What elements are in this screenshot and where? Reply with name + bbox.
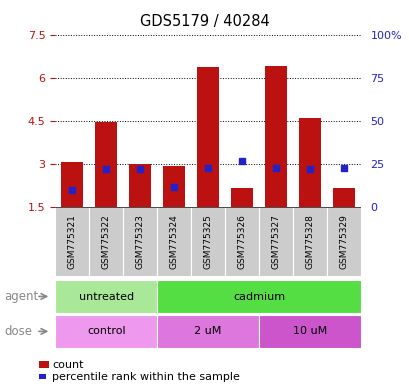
Text: GSM775322: GSM775322 bbox=[101, 215, 110, 269]
Text: GDS5179 / 40284: GDS5179 / 40284 bbox=[140, 13, 269, 29]
Text: agent: agent bbox=[4, 290, 38, 303]
Text: GSM775329: GSM775329 bbox=[339, 215, 348, 269]
Bar bbox=[157, 280, 360, 313]
Bar bbox=[123, 207, 157, 276]
Bar bbox=[326, 207, 360, 276]
Bar bbox=[225, 207, 258, 276]
Text: GSM775328: GSM775328 bbox=[305, 215, 314, 269]
Bar bbox=[258, 207, 292, 276]
Bar bbox=[157, 207, 191, 276]
Bar bbox=[95, 121, 117, 207]
Text: 10 uM: 10 uM bbox=[292, 326, 326, 336]
Bar bbox=[258, 315, 360, 348]
Text: GSM775323: GSM775323 bbox=[135, 215, 144, 269]
Text: untreated: untreated bbox=[79, 291, 133, 302]
Text: GSM775326: GSM775326 bbox=[237, 215, 246, 269]
Text: GSM775325: GSM775325 bbox=[203, 215, 212, 269]
Bar bbox=[163, 166, 185, 207]
Bar bbox=[292, 207, 326, 276]
Bar bbox=[129, 164, 151, 207]
Text: 2 uM: 2 uM bbox=[194, 326, 221, 336]
Text: count: count bbox=[52, 360, 83, 370]
Text: cadmium: cadmium bbox=[232, 291, 284, 302]
Text: percentile rank within the sample: percentile rank within the sample bbox=[52, 372, 239, 382]
Text: GSM775327: GSM775327 bbox=[271, 215, 280, 269]
Text: control: control bbox=[87, 326, 125, 336]
Bar bbox=[197, 67, 218, 207]
Bar bbox=[55, 315, 157, 348]
Bar bbox=[55, 280, 157, 313]
Bar bbox=[332, 188, 354, 207]
Bar bbox=[230, 188, 252, 207]
Bar bbox=[298, 118, 320, 207]
Text: GSM775321: GSM775321 bbox=[67, 215, 76, 269]
Bar bbox=[157, 315, 258, 348]
Bar bbox=[61, 162, 83, 207]
Bar bbox=[39, 374, 46, 379]
Bar bbox=[39, 361, 49, 368]
Text: GSM775324: GSM775324 bbox=[169, 215, 178, 269]
Bar bbox=[89, 207, 123, 276]
Text: dose: dose bbox=[4, 325, 32, 338]
Bar bbox=[191, 207, 225, 276]
Bar bbox=[264, 66, 286, 207]
Bar bbox=[55, 207, 89, 276]
